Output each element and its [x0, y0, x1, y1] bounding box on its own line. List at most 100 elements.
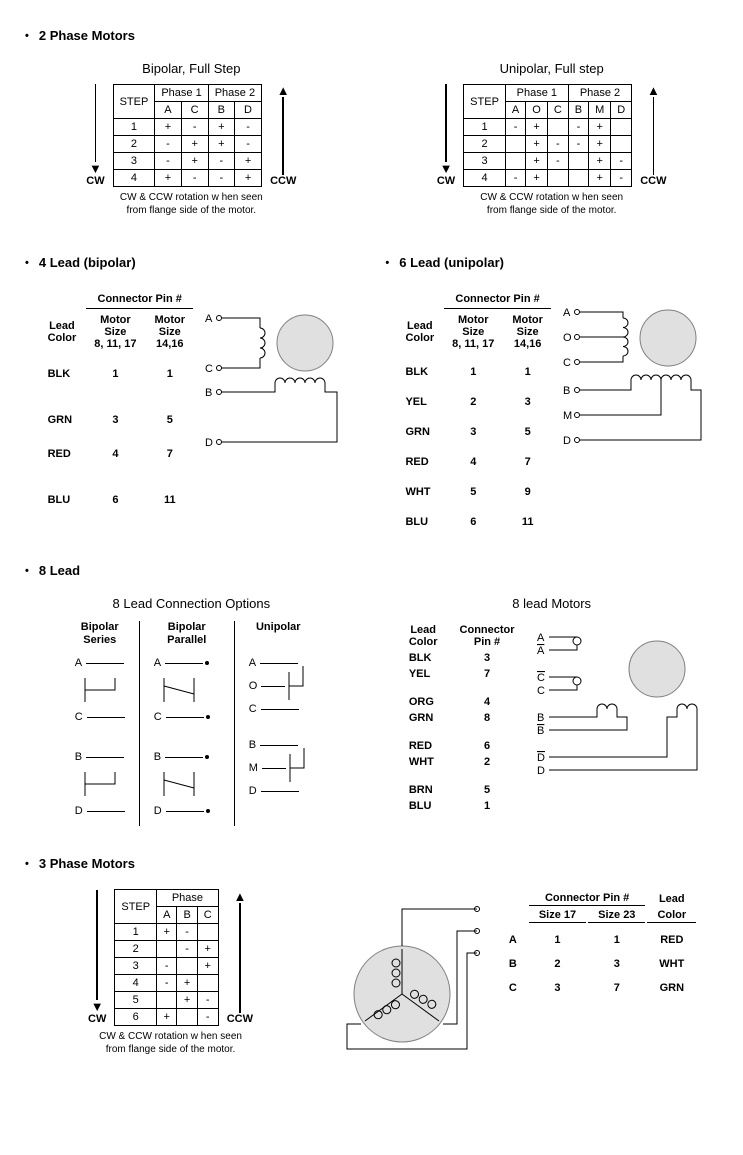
- phase1-hdr: Phase 1: [505, 85, 568, 102]
- s: 5: [115, 992, 157, 1009]
- v: -: [568, 136, 588, 153]
- v: -: [157, 975, 177, 992]
- lc: RED: [397, 453, 442, 471]
- v: +: [197, 958, 218, 975]
- l: O: [249, 680, 258, 692]
- v: -: [208, 170, 234, 187]
- three-phase-row: ▼ CW STEP Phase ABC 1+- 2-+ 3-+ 4-+ 5+- …: [25, 889, 718, 1056]
- l: B: [154, 751, 161, 763]
- lc: WHT: [397, 483, 442, 501]
- h: Lead: [659, 893, 685, 905]
- six-lead-col: 6 Lead (unipolar) Connector Pin # LeadCo…: [385, 247, 718, 533]
- lp: 4: [86, 445, 144, 463]
- v: -: [197, 1009, 218, 1026]
- ct-icon: [290, 760, 308, 776]
- lp: 3: [450, 651, 525, 665]
- l: B: [249, 739, 256, 751]
- lc: BLU: [399, 799, 448, 813]
- h: Series: [83, 634, 116, 646]
- v: -: [181, 119, 208, 136]
- lc: YEL: [397, 393, 442, 411]
- section-6lead-title: 6 Lead (unipolar): [385, 255, 718, 270]
- svg-text:A: A: [563, 307, 571, 319]
- l: C: [154, 711, 162, 723]
- c: WHT: [647, 957, 696, 971]
- section-8lead-title: 8 Lead: [25, 563, 718, 578]
- s: 6: [115, 1009, 157, 1026]
- dot-icon: [207, 751, 219, 763]
- unipolar-block: Unipolar, Full step ▼ CW STEP Phase 1 Ph…: [385, 61, 718, 217]
- ccw-arrow-right: ▲ CCW: [640, 84, 666, 187]
- cw-arrow-left: ▼ CW: [86, 84, 104, 187]
- ms: 14,16: [156, 338, 184, 350]
- p: 1: [588, 933, 645, 947]
- c: O: [526, 102, 548, 119]
- v: +: [526, 136, 548, 153]
- l: D: [249, 785, 257, 797]
- s: 1: [464, 119, 506, 136]
- v: -: [177, 941, 197, 958]
- h: Bipolar: [81, 621, 119, 633]
- three-phase-table-block: ▼ CW STEP Phase ABC 1+- 2-+ 3-+ 4-+ 5+- …: [25, 889, 316, 1056]
- l: D: [154, 805, 162, 817]
- p: 7: [588, 981, 645, 995]
- lc: ORG: [399, 695, 448, 709]
- lp: 5: [504, 423, 551, 441]
- four-lead-table: Connector Pin # LeadColor MotorSize8, 11…: [38, 288, 196, 511]
- phase2-hdr: Phase 2: [568, 85, 631, 102]
- bipolar-title: Bipolar, Full Step: [25, 61, 358, 76]
- col-b: B: [208, 102, 234, 119]
- v: -: [155, 136, 181, 153]
- p: 2: [529, 957, 586, 971]
- section-4lead-title: 4 Lead (bipolar): [25, 255, 358, 270]
- c: A: [157, 907, 177, 924]
- ms: Size: [517, 326, 539, 338]
- h: Color: [409, 636, 438, 648]
- lp: 6: [86, 491, 144, 509]
- p: 3: [588, 957, 645, 971]
- lc: RED: [40, 445, 85, 463]
- lc: BLK: [397, 363, 442, 381]
- v: +: [234, 153, 261, 170]
- svg-text:C: C: [205, 363, 213, 375]
- c: A: [505, 102, 525, 119]
- v: [157, 992, 177, 1009]
- phase2-hdr: Phase 2: [208, 85, 261, 102]
- ms: 8, 11, 17: [94, 338, 136, 350]
- cw-arrow-left: ▼ CW: [88, 890, 106, 1025]
- section-2phase-title: 2 Phase Motors: [25, 28, 718, 43]
- h: Color: [647, 908, 696, 923]
- s: 2: [115, 941, 157, 958]
- bipolar-table: STEP Phase 1 Phase 2 A C B D 1+-+- 2-++-…: [113, 84, 262, 187]
- col-d: D: [234, 102, 261, 119]
- t: C: [499, 981, 527, 995]
- l: C: [249, 703, 257, 715]
- ms: Size: [159, 326, 181, 338]
- h: Lead: [410, 624, 436, 636]
- lp: 5: [444, 483, 502, 501]
- four-lead-col: 4 Lead (bipolar) Connector Pin # LeadCol…: [25, 247, 358, 533]
- lc1: Lead: [407, 320, 433, 332]
- step-cell: 1: [113, 119, 155, 136]
- ms: 8, 11, 17: [452, 338, 494, 350]
- l: A: [249, 657, 256, 669]
- svg-text:D: D: [205, 437, 213, 449]
- ms: Size: [462, 326, 484, 338]
- v: -: [568, 119, 588, 136]
- v: -: [181, 170, 208, 187]
- parallel-link-icon: [154, 678, 204, 702]
- v: -: [611, 170, 632, 187]
- svg-text:A: A: [537, 645, 545, 657]
- s: 3: [464, 153, 506, 170]
- l: C: [75, 711, 83, 723]
- v: [177, 1009, 197, 1026]
- v: +: [589, 153, 611, 170]
- v: [547, 170, 568, 187]
- opt8-title: 8 Lead Connection Options: [25, 596, 358, 611]
- unipolar-table: STEP Phase 1 Phase 2 AOC BMD 1-+-+ 2+--+…: [463, 84, 632, 187]
- v: +: [157, 924, 177, 941]
- v: -: [505, 119, 525, 136]
- parallel-link-icon: [154, 772, 204, 796]
- svg-text:A: A: [205, 313, 213, 325]
- h: Size 17: [529, 908, 586, 923]
